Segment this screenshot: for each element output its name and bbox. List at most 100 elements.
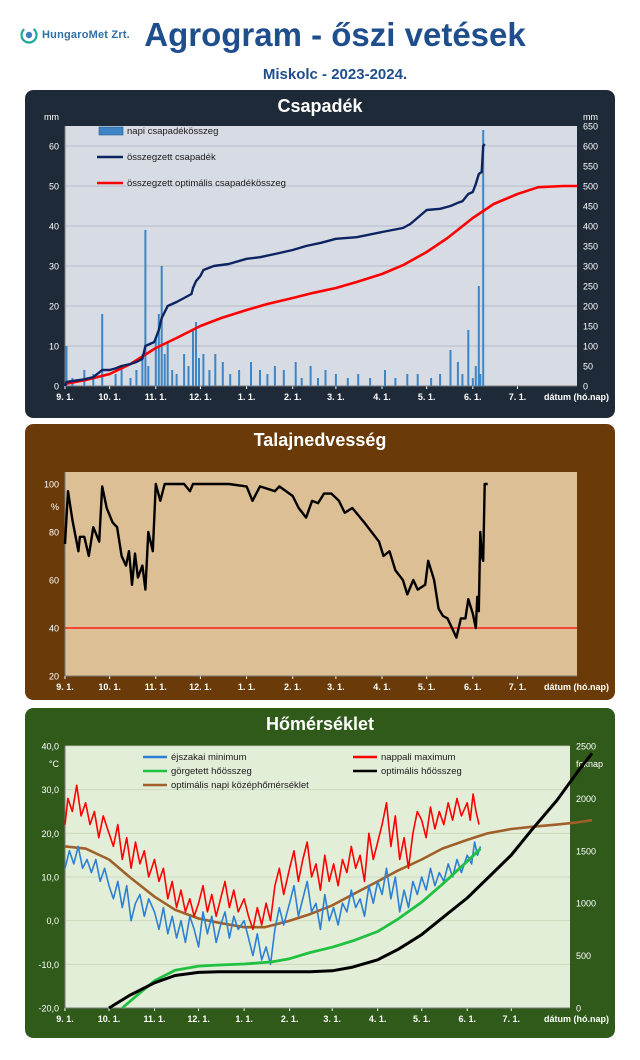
legend-item-optimal-heat-sum: optimális hőösszeg: [381, 766, 462, 777]
precip-bar: [160, 266, 163, 386]
x-tick-label: 10. 1.: [98, 682, 121, 692]
precip-bar: [294, 362, 297, 386]
precip-bar: [114, 374, 117, 386]
precip-bar: [120, 366, 123, 386]
y2-tick-label: 150: [583, 322, 598, 332]
soil-moisture-panel: Talajnedvesség 20 40 60 80 100% 9. 1. 10. 1. 11.…: [25, 424, 615, 700]
precip-bar: [198, 358, 200, 386]
plot-area: [65, 472, 577, 676]
page-title: Agrogram - őszi vetések: [144, 16, 526, 53]
y2-tick-label: 250: [583, 282, 598, 292]
y-tick-label: 0,0: [46, 916, 59, 926]
legend-item-optimal-daily-mean: optimális napi középhőmérséklet: [171, 780, 309, 791]
precip-bar: [229, 374, 232, 386]
precip-bar: [482, 130, 485, 386]
logo-swirl-icon: [20, 26, 38, 44]
y-tick-label: 20: [49, 302, 59, 312]
legend-item-daily-max: nappali maximum: [381, 752, 456, 763]
x-tick-label: 2. 1.: [281, 1014, 299, 1024]
precip-bar: [416, 374, 419, 386]
x-tick-label: 11. 1.: [145, 682, 167, 692]
x-tick-label: 7. 1.: [503, 1014, 521, 1024]
precip-bar: [357, 374, 360, 386]
precip-bar: [369, 378, 372, 386]
precip-bar: [471, 378, 474, 386]
x-tick-label: 12. 1.: [189, 682, 212, 692]
temperature-chart: Hőmérséklet -20,0 -10,0 0,0 10,0 20,0 30,0 40,0…: [25, 708, 615, 1038]
y2-tick-label: 500: [583, 182, 598, 192]
y-tick-label: 40,0: [41, 742, 59, 752]
x-tick-label: 1. 1.: [238, 682, 256, 692]
legend-item-cumulative-precip: összegzett csapadék: [127, 152, 216, 163]
x-tick-label: 2. 1.: [284, 682, 302, 692]
plot-area: [65, 126, 577, 386]
page-header: HungaroMet Zrt. Agrogram - őszi vetések …: [0, 0, 640, 88]
y2-tick-label: 2500: [576, 742, 596, 752]
y-tick-label: 10: [49, 342, 59, 352]
y2-tick-label: 450: [583, 202, 598, 212]
y2-tick-label: 350: [583, 242, 598, 252]
x-tick-label: 12. 1.: [187, 1014, 210, 1024]
y-tick-label: 80: [49, 528, 59, 538]
precip-bar: [259, 370, 261, 386]
legend-item-nightly-min: éjszakai minimum: [171, 752, 247, 763]
nightly-min-line: [64, 841, 482, 966]
x-tick-label: 10. 1.: [98, 392, 121, 402]
logo-text: HungaroMet Zrt.: [42, 29, 130, 41]
precip-bar: [202, 354, 205, 386]
x-tick-label: 4. 1.: [373, 392, 391, 402]
y2-tick-label: 0: [576, 1004, 581, 1014]
x-tick-label: 9. 1.: [56, 682, 74, 692]
y2-tick-label: 400: [583, 222, 598, 232]
precip-bar: [477, 286, 480, 386]
precip-bar: [346, 378, 349, 386]
chart-title: Hőmérséklet: [266, 714, 374, 734]
precip-bar: [135, 370, 138, 386]
y-tick-label: 40: [49, 624, 59, 634]
precip-bar: [250, 362, 252, 386]
precip-bar: [467, 330, 470, 386]
x-tick-label: 3. 1.: [323, 1014, 341, 1024]
y-tick-label: 60: [49, 576, 59, 586]
x-tick-label: 11. 1.: [145, 392, 167, 402]
x-tick-label: 9. 1.: [56, 392, 74, 402]
y2-tick-label: 500: [576, 951, 591, 961]
y2-tick-label: 550: [583, 162, 598, 172]
chart-title: Csapadék: [277, 96, 363, 116]
precip-bar: [406, 374, 409, 386]
x-tick-label: 7. 1.: [509, 392, 527, 402]
chart-title: Talajnedvesség: [254, 430, 387, 450]
precip-bar: [175, 374, 178, 386]
y-tick-label: 60: [49, 142, 59, 152]
precip-bar: [384, 370, 386, 386]
y-tick-label: -20,0: [38, 1004, 59, 1014]
x-tick-label: 9. 1.: [56, 1014, 74, 1024]
y2-tick-label: 300: [583, 262, 598, 272]
precip-bar: [334, 374, 337, 386]
page-subtitle: Miskolc - 2023-2024.: [262, 66, 408, 83]
temperature-panel: Hőmérséklet -20,0 -10,0 0,0 10,0 20,0 30,0 40,0…: [25, 708, 615, 1038]
precip-bar: [154, 338, 157, 386]
y-tick-label: 0: [54, 382, 59, 392]
x-tick-label: 10. 1.: [98, 1014, 121, 1024]
y-tick-label: 10,0: [41, 873, 59, 883]
y-tick-label: 100: [44, 480, 59, 490]
precip-bar: [282, 370, 285, 386]
y2-tick-label: 600: [583, 142, 598, 152]
x-tick-label: 7. 1.: [509, 682, 527, 692]
precip-bar: [214, 354, 217, 386]
precip-bar: [166, 342, 169, 386]
precip-bar: [430, 378, 433, 386]
precip-bar: [461, 374, 464, 386]
daily-max-line: [64, 784, 480, 931]
y2-tick-label: 100: [583, 342, 598, 352]
x-tick-label: 5. 1.: [418, 682, 436, 692]
x-tick-label: 5. 1.: [413, 1014, 431, 1024]
precip-bar: [273, 366, 276, 386]
legend-item-optimal-precip: összegzett optimális csapadékösszeg: [127, 178, 286, 189]
x-tick-label: 1. 1.: [238, 392, 256, 402]
y2-tick-label: 650: [583, 122, 598, 132]
cumulative-precip-line: [63, 143, 486, 387]
legend-swatch: [98, 126, 124, 136]
precip-bar: [479, 374, 482, 386]
